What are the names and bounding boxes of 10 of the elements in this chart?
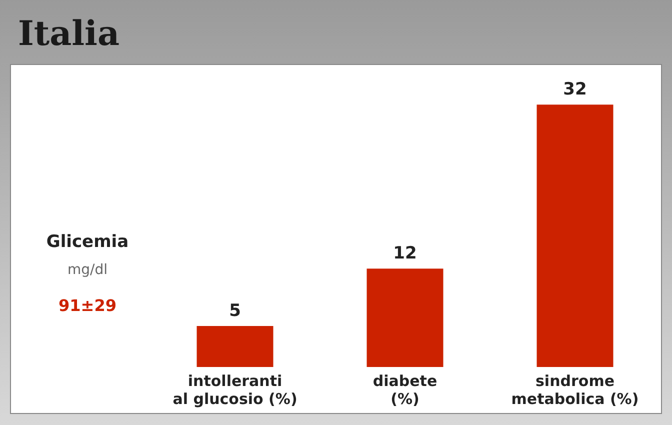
data-label: 5 [229,300,241,321]
text: mg/dl [66,262,109,278]
data-label: 32 [563,80,587,100]
text: 91±29 [58,296,118,315]
chart-title: Italia [18,14,120,54]
text: Glicemia [45,232,130,252]
x-tick-label: intolleranti al glucosio (%) [172,372,298,408]
x-tick-label: diabete (%) [372,372,438,408]
x-tick-label: sindrome metabolica (%) [511,372,639,408]
data-label: 12 [393,244,417,264]
